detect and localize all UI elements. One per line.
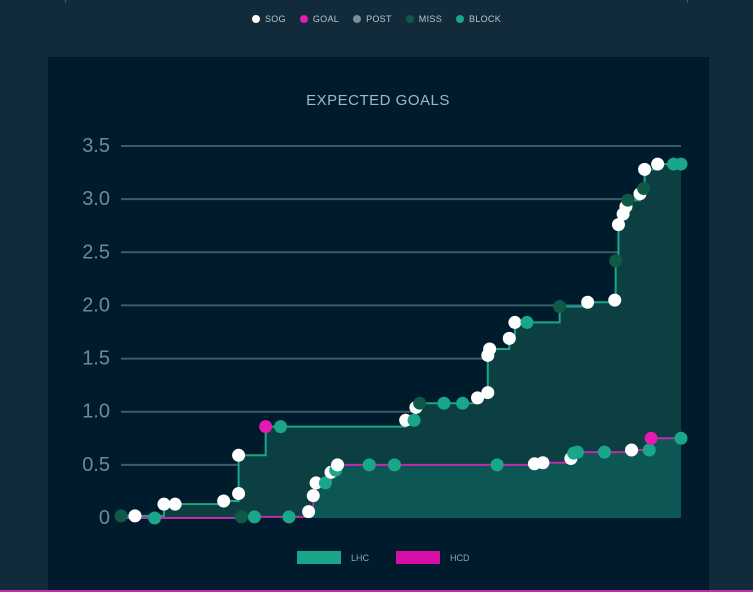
y-axis-ticks: 0 0.5 1.0 1.5 2.0 2.5 3.0 3.5 bbox=[82, 135, 110, 529]
shot-marker-sog[interactable] bbox=[483, 342, 497, 356]
y-tick-label: 3.5 bbox=[82, 135, 110, 157]
legend-dot-block bbox=[456, 15, 465, 23]
shot-marker-block[interactable] bbox=[407, 413, 421, 427]
shot-marker-block[interactable] bbox=[387, 458, 401, 472]
shot-marker-goal[interactable] bbox=[259, 420, 273, 434]
legend-label: POST bbox=[366, 14, 392, 24]
legend-label: BLOCK bbox=[469, 14, 502, 24]
y-tick-label: 1.5 bbox=[82, 348, 110, 370]
bottom-accent-line bbox=[0, 590, 753, 592]
shot-marker-sog[interactable] bbox=[232, 487, 246, 501]
shot-marker-sog[interactable] bbox=[608, 293, 622, 307]
shot-marker-sog[interactable] bbox=[638, 162, 652, 176]
legend-item-block[interactable]: BLOCK bbox=[456, 14, 501, 24]
shot-marker-block[interactable] bbox=[490, 458, 504, 472]
legend-item-sog[interactable]: SOG bbox=[251, 14, 286, 24]
shot-marker-block[interactable] bbox=[570, 445, 584, 459]
shot-marker-block[interactable] bbox=[437, 396, 451, 410]
shot-marker-miss[interactable] bbox=[553, 299, 567, 313]
shot-marker-block[interactable] bbox=[456, 396, 470, 410]
shot-marker-sog[interactable] bbox=[625, 443, 639, 457]
shot-marker-miss[interactable] bbox=[637, 182, 651, 196]
series-legend-swatch bbox=[297, 551, 341, 564]
grid-lines bbox=[121, 145, 681, 466]
shot-marker-sog[interactable] bbox=[306, 489, 320, 503]
shot-marker-block[interactable] bbox=[274, 420, 288, 434]
shot-marker-block[interactable] bbox=[597, 445, 611, 459]
shot-marker-sog[interactable] bbox=[471, 391, 485, 405]
shot-marker-sog[interactable] bbox=[302, 505, 316, 519]
legend-label: SOG bbox=[264, 14, 286, 24]
series-legend-item-lhc[interactable]: LHC bbox=[297, 551, 370, 564]
shot-marker-block[interactable] bbox=[148, 511, 162, 525]
shot-marker-sog[interactable] bbox=[611, 218, 625, 232]
shot-marker-goal[interactable] bbox=[644, 431, 658, 445]
shot-marker-sog[interactable] bbox=[217, 494, 231, 508]
legend-dot-post bbox=[353, 15, 362, 23]
shot-marker-sog[interactable] bbox=[508, 315, 522, 329]
top-frame-rule bbox=[65, 0, 688, 3]
chart-title: EXPECTED GOALS bbox=[306, 92, 450, 109]
legend-label: GOAL bbox=[312, 14, 340, 24]
shot-marker-sog[interactable] bbox=[481, 386, 495, 400]
shot-marker-block[interactable] bbox=[247, 510, 261, 524]
shot-markers bbox=[114, 157, 688, 525]
shot-marker-sog[interactable] bbox=[168, 497, 182, 511]
legend-item-post[interactable]: POST bbox=[353, 14, 392, 24]
expected-goals-chart: EXPECTED GOALS 0 0.5 1.0 1.5 2.0 2.5 3.0 3.5 LH… bbox=[82, 92, 688, 564]
shot-marker-sog[interactable] bbox=[651, 157, 665, 171]
legend-dot-sog bbox=[251, 15, 260, 23]
shot-marker-sog[interactable] bbox=[232, 448, 246, 462]
y-tick-label: 1.0 bbox=[82, 401, 110, 423]
legend-dot-goal bbox=[299, 15, 308, 23]
series-areas bbox=[121, 164, 681, 518]
shot-marker-miss[interactable] bbox=[621, 193, 635, 207]
y-tick-label: 0 bbox=[99, 507, 110, 529]
shot-marker-block[interactable] bbox=[362, 458, 376, 472]
y-tick-label: 2.0 bbox=[82, 294, 110, 316]
shot-marker-sog[interactable] bbox=[128, 509, 142, 523]
y-tick-label: 0.5 bbox=[82, 454, 110, 476]
y-tick-label: 2.5 bbox=[82, 241, 110, 263]
shot-marker-block[interactable] bbox=[642, 443, 656, 457]
shot-marker-block[interactable] bbox=[674, 431, 688, 445]
shot-marker-sog[interactable] bbox=[157, 497, 171, 511]
shot-marker-miss[interactable] bbox=[234, 510, 248, 524]
shot-marker-miss[interactable] bbox=[609, 254, 623, 268]
shot-marker-sog[interactable] bbox=[331, 458, 345, 472]
shot-marker-miss[interactable] bbox=[413, 396, 427, 410]
shot-type-legend: SOG GOAL POST MISS BLOCK bbox=[0, 14, 753, 24]
legend-item-goal[interactable]: GOAL bbox=[299, 14, 340, 24]
shot-marker-sog[interactable] bbox=[502, 331, 516, 345]
y-tick-label: 3.0 bbox=[82, 188, 110, 210]
series-legend-label: HCD bbox=[450, 553, 470, 563]
series-legend: LHC HCD bbox=[297, 551, 470, 564]
shot-marker-sog[interactable] bbox=[581, 295, 595, 309]
shot-marker-block[interactable] bbox=[318, 476, 332, 490]
legend-label: MISS bbox=[418, 14, 443, 24]
shot-marker-block[interactable] bbox=[674, 157, 688, 171]
legend-item-miss[interactable]: MISS bbox=[405, 14, 443, 24]
chart-panel: EXPECTED GOALS 0 0.5 1.0 1.5 2.0 2.5 3.0 3.5 LH… bbox=[48, 57, 709, 592]
area-hcd bbox=[121, 438, 681, 518]
series-legend-item-hcd[interactable]: HCD bbox=[396, 551, 470, 564]
series-legend-label: LHC bbox=[351, 553, 370, 563]
shot-marker-sog[interactable] bbox=[309, 476, 323, 490]
shot-marker-block[interactable] bbox=[520, 315, 534, 329]
series-legend-swatch bbox=[396, 551, 440, 564]
shot-marker-sog[interactable] bbox=[536, 456, 550, 470]
shot-marker-block[interactable] bbox=[282, 510, 296, 524]
legend-dot-miss bbox=[405, 15, 414, 23]
area-lhc bbox=[121, 164, 681, 518]
shot-marker-miss[interactable] bbox=[114, 509, 128, 523]
